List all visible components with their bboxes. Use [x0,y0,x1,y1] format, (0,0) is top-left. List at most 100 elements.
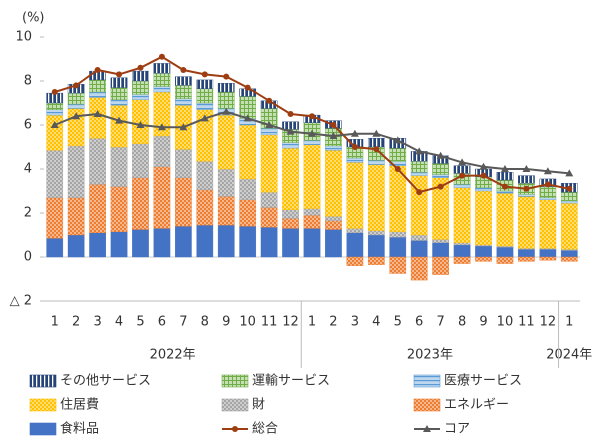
group-label: 2024年 [546,348,592,363]
bar-segment [518,175,535,184]
line-marker [566,185,573,192]
bar-segment [389,231,407,238]
line-marker [416,189,423,196]
bar-segment [346,228,364,233]
line-marker [223,73,230,80]
x-tick-label: 5 [394,315,402,330]
legend-swatch [413,398,441,412]
bar-segment [175,76,192,86]
line-marker [243,114,252,122]
bar-segment [217,82,235,93]
bar-segment [46,150,64,198]
bar-segment [196,88,214,104]
line-marker [115,116,124,124]
bar-segment [560,250,578,258]
line-marker [222,107,231,115]
bar-segment [89,97,106,139]
bar-segment [367,256,385,265]
line-marker [93,110,102,117]
bar-segment [432,256,449,275]
bar-segment [153,86,171,93]
line-marker [330,122,337,128]
y-tick-label: 0 [24,250,32,265]
bar-segment [475,256,492,262]
bar-segment [110,77,128,88]
bar-segment [453,165,471,174]
line-marker [372,129,381,137]
bar-segment [346,256,364,267]
x-tick-label: 6 [415,315,423,330]
bar-segment [496,192,514,247]
line-marker [116,71,123,78]
bar-segment [453,242,471,246]
line-marker [287,111,294,117]
bar-segment [346,232,364,258]
bar-segment [282,147,299,210]
bar-segment [410,234,428,241]
bar-segment [346,157,364,163]
bar-segment [153,63,171,74]
bar-segment [560,191,578,202]
bar-segment [518,194,535,197]
line-marker [350,129,359,137]
bar-segment [132,93,149,100]
bar-segment [260,134,278,193]
bar-segment [410,161,428,173]
x-tick-label: 7 [436,315,444,330]
legend-marker [423,425,431,432]
line-marker [543,167,552,175]
bar-segment [89,79,106,93]
bar-segment [217,168,235,197]
bar-segment [453,187,471,243]
bar-segment [303,214,321,229]
line-marker [201,71,208,78]
bar-segment [153,228,171,258]
x-tick-label: 3 [351,315,359,330]
bar-segment [67,103,85,109]
bar-segment [453,184,471,188]
x-tick-label: 4 [372,315,380,330]
bar-segment [539,249,557,258]
bar-segment [217,196,235,226]
bar-segment [453,256,471,264]
bar-segment [389,147,407,162]
bar-segment [153,135,171,167]
line-marker [501,183,508,190]
legend-label: エネルギー [444,398,509,413]
line-marker [415,147,424,155]
bar-segment [432,242,449,258]
x-tick-label: 2 [329,315,337,330]
bar-segment [67,92,85,105]
bar-segment [325,150,342,217]
line-marker [373,146,380,153]
line-marker [459,172,466,179]
bar-segment [67,145,85,198]
bar-segment [410,172,428,176]
bar-segment [46,109,64,116]
x-tick-label: 12 [540,315,557,330]
bar-segment [432,174,449,178]
bar-segment [560,256,578,262]
x-tick-label: 10 [239,315,256,330]
bar-segment [89,232,106,258]
bar-segment [175,225,192,258]
y-axis-label: (%) [22,11,45,26]
line-marker [437,183,444,190]
bar-segment [410,256,428,281]
bar-segment [110,231,128,258]
bar-segment [496,246,514,258]
bar-segment [303,140,321,145]
bar-segment [539,199,557,249]
bar-segment [196,189,214,226]
bar-segment [539,186,557,198]
bar-segment [560,200,578,204]
bar-segment [110,87,128,100]
x-tick-label: 1 [51,315,59,330]
x-tick-label: 7 [179,315,187,330]
bar-segment [132,80,149,95]
bar-segment [110,186,128,232]
x-tick-label: 1 [565,315,573,330]
bar-segment [217,114,235,170]
bar-segment [153,73,171,87]
bar-segment [132,143,149,178]
